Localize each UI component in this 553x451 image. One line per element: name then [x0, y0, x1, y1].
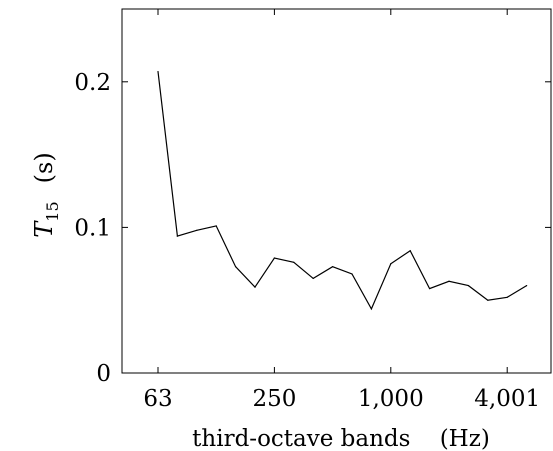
- plot-frame: [121, 8, 552, 374]
- data-point: [370, 308, 372, 310]
- data-point: [467, 285, 469, 287]
- x-axis-label: third-octave bands (Hz): [192, 426, 490, 451]
- y-axis-label-main: T: [30, 220, 58, 238]
- data-point: [293, 261, 295, 263]
- data-point: [429, 287, 431, 290]
- data-point: [254, 286, 256, 288]
- data-point: [312, 277, 314, 279]
- data-point: [351, 273, 353, 275]
- data-point: [157, 71, 159, 73]
- series-points: [157, 71, 528, 310]
- svg-text:T15(s): T15 (s): [30, 152, 62, 237]
- x-tick-label: 250: [252, 386, 296, 412]
- y-tick-label: 0.1: [74, 215, 111, 241]
- y-axis-ticks: 0 0.1 0.2: [74, 70, 551, 387]
- data-point: [409, 250, 411, 252]
- data-point: [235, 266, 237, 268]
- x-tick-label: 1,000: [358, 386, 424, 412]
- data-point: [448, 280, 450, 282]
- data-point: [487, 299, 489, 301]
- data-point: [215, 225, 217, 227]
- data-point: [390, 263, 392, 265]
- data-point: [332, 266, 334, 268]
- y-axis-label-unit: (s): [30, 152, 58, 183]
- data-point: [506, 296, 508, 298]
- y-tick-label: 0.2: [74, 70, 111, 96]
- y-tick-label: 0: [96, 361, 111, 387]
- data-point: [273, 257, 275, 259]
- data-point: [196, 229, 198, 231]
- x-tick-label: 4,001: [474, 386, 540, 412]
- y-axis-label-sub: 15: [43, 201, 62, 221]
- x-tick-label: 63: [143, 386, 172, 412]
- data-point: [176, 235, 178, 237]
- data-point: [526, 285, 528, 287]
- series-line: [157, 71, 527, 311]
- y-axis-label: T15 (s): [30, 152, 62, 237]
- x-axis-ticks: 63 250 1,000 4,001: [143, 9, 540, 412]
